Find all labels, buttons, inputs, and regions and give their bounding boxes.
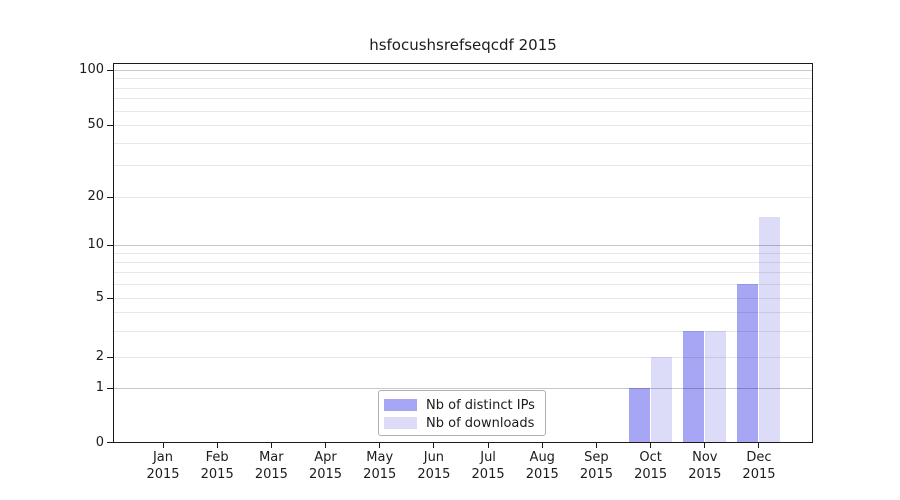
- x-tick-label-aug: Aug 2015: [525, 450, 559, 482]
- y-tick-label: 5: [95, 290, 104, 305]
- bar-downloads-dec: [759, 216, 781, 443]
- y-gridline-minor: [113, 165, 813, 167]
- x-tick-label-dec: Dec 2015: [742, 450, 776, 482]
- y-gridline-minor: [113, 272, 813, 274]
- y-gridline-minor: [113, 253, 813, 255]
- y-tick-label: 2: [95, 349, 104, 364]
- x-tick-mark: [704, 443, 706, 448]
- y-tick-label: 100: [79, 62, 104, 77]
- y-tick-label: 0: [95, 434, 104, 450]
- y-gridline-minor: [113, 125, 813, 126]
- legend-swatch-distinct-ips: [384, 399, 417, 411]
- y-tick-mark: [107, 387, 113, 389]
- y-gridline-minor: [113, 330, 813, 332]
- y-gridline-minor: [113, 110, 813, 112]
- y-tick-label: 20: [87, 189, 104, 204]
- y-tick-mark: [107, 442, 113, 443]
- x-tick-label-jul: Jul 2015: [471, 450, 505, 482]
- x-tick-mark: [650, 443, 652, 448]
- x-tick-label-jan: Jan 2015: [146, 450, 180, 482]
- legend-swatch-downloads: [384, 417, 417, 429]
- x-tick-label-nov: Nov 2015: [688, 450, 722, 482]
- x-tick-mark: [487, 443, 489, 448]
- y-gridline-minor: [113, 298, 813, 299]
- y-gridline-minor: [113, 262, 813, 264]
- x-tick-mark: [162, 443, 164, 448]
- chart-title: hsfocushsrefseqcdf 2015: [369, 36, 557, 54]
- y-gridline-minor: [113, 142, 813, 144]
- y-tick-mark: [107, 297, 113, 299]
- x-tick-label-apr: Apr 2015: [308, 450, 343, 482]
- y-tick-mark: [107, 196, 113, 198]
- y-tick-mark: [107, 356, 113, 358]
- legend-item-distinct-ips: Nb of distinct IPs: [384, 396, 539, 414]
- x-tick-mark: [758, 443, 760, 448]
- bar-distinct-ips-nov: [683, 330, 705, 443]
- x-tick-label-jun: Jun 2015: [417, 450, 451, 482]
- y-gridline-minor: [113, 357, 813, 358]
- y-tick-mark: [107, 124, 113, 126]
- y-gridline-minor: [113, 98, 813, 100]
- y-tick-mark: [107, 244, 113, 246]
- x-tick-mark: [379, 443, 381, 448]
- y-tick-label: 1: [95, 380, 104, 395]
- y-gridline-major: [113, 245, 813, 246]
- y-tick-label: 10: [87, 237, 104, 252]
- legend-label-downloads: Nb of downloads: [426, 415, 535, 431]
- y-gridline-minor: [113, 284, 813, 286]
- y-tick-label: 50: [87, 117, 104, 132]
- x-tick-mark: [595, 443, 597, 448]
- bar-downloads-oct: [651, 357, 673, 443]
- y-gridline-minor: [113, 312, 813, 314]
- x-tick-label-may: May 2015: [363, 450, 397, 482]
- x-tick-mark: [325, 443, 327, 448]
- y-gridline-major: [113, 70, 813, 71]
- legend-item-downloads: Nb of downloads: [384, 414, 539, 432]
- bar-distinct-ips-oct: [629, 388, 651, 443]
- bar-distinct-ips-dec: [737, 284, 759, 443]
- x-tick-mark: [216, 443, 218, 448]
- x-tick-mark: [541, 443, 543, 448]
- legend-label-distinct-ips: Nb of distinct IPs: [426, 397, 535, 413]
- x-tick-label-mar: Mar 2015: [254, 450, 288, 482]
- x-tick-mark: [433, 443, 435, 448]
- x-tick-mark: [270, 443, 272, 448]
- x-tick-label-feb: Feb 2015: [200, 450, 234, 482]
- y-gridline-major: [113, 388, 813, 389]
- x-tick-label-oct: Oct 2015: [634, 450, 668, 482]
- bar-downloads-nov: [705, 330, 727, 443]
- y-gridline-minor: [113, 87, 813, 89]
- y-gridline-minor: [113, 78, 813, 80]
- y-tick-mark: [107, 69, 113, 71]
- x-tick-label-sep: Sep 2015: [579, 450, 613, 482]
- legend: Nb of distinct IPs Nb of downloads: [378, 390, 546, 436]
- y-gridline-minor: [113, 197, 813, 198]
